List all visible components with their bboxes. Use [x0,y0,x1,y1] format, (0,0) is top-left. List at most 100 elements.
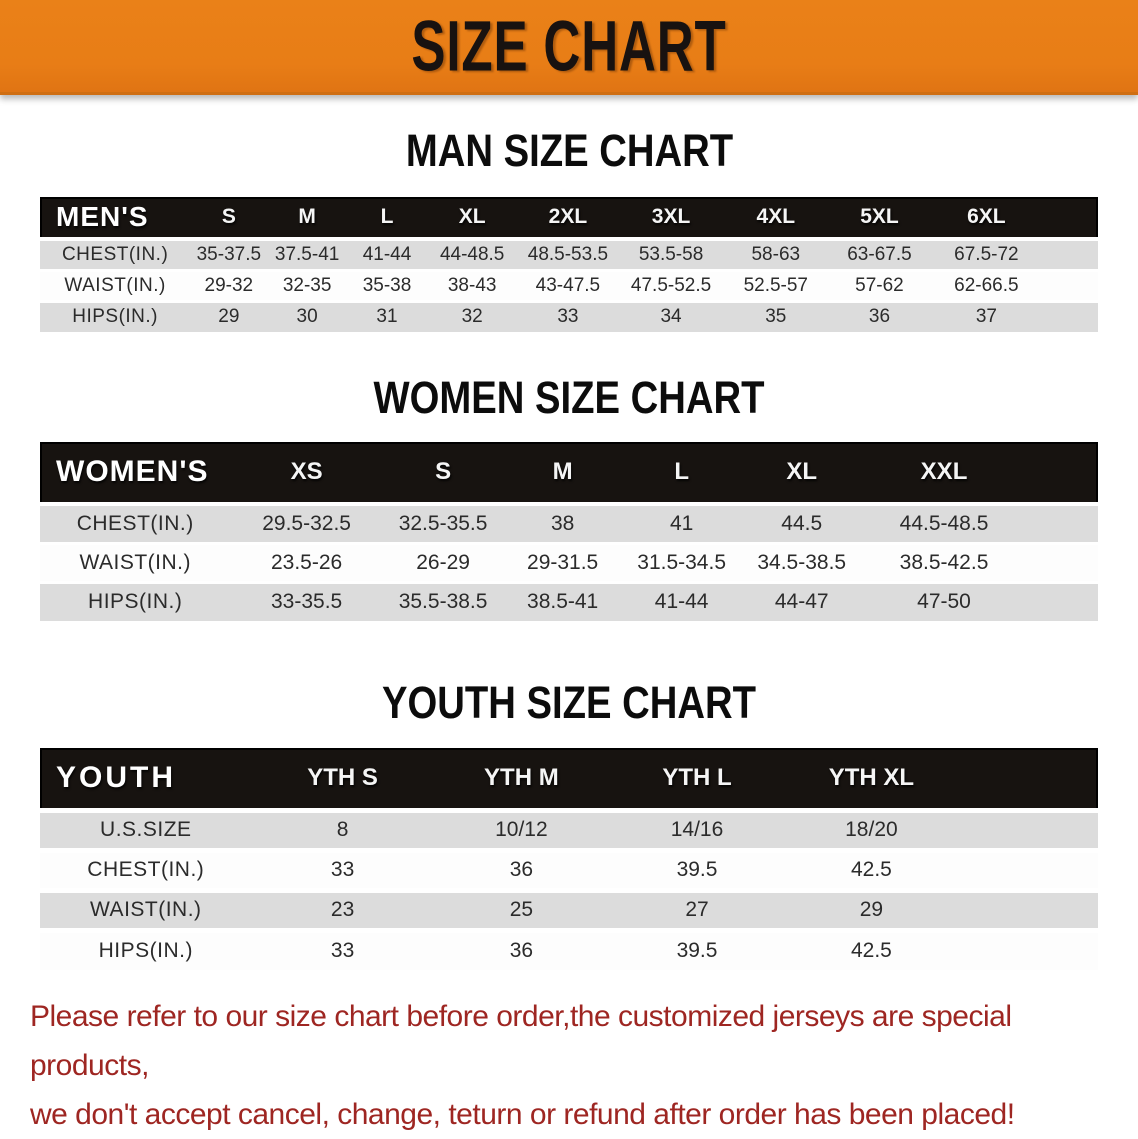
size-value: 34 [660,306,682,328]
size-value: 36 [509,858,534,881]
row-label: HIPS(IN.) [98,939,193,963]
size-value: 44-47 [774,590,829,614]
men-size-header-l: L [380,205,394,228]
size-value: 29 [859,898,884,921]
size-value: 18/20 [845,818,898,841]
youth-table-header-row: YOUTH YTH S YTH M YTH L YTH XL [40,748,1098,810]
size-value: 38.5-41 [527,590,599,614]
men-size-header-m: M [298,205,316,228]
women-size-table: WOMEN'S XS S M L XL XXL CHEST(IN.) 29.5-… [40,442,1098,621]
size-value: 30 [296,306,318,328]
size-value: 35 [765,306,787,328]
row-label: WAIST(IN.) [79,550,191,574]
size-value: 44-48.5 [439,243,505,265]
youth-waist-row: WAIST(IN.) 23 25 27 29 [40,890,1098,930]
size-value: 26-29 [416,550,470,574]
women-size-header-l: L [674,458,689,485]
size-value: 44.5 [781,511,823,535]
youth-chest-row: CHEST(IN.) 33 36 39.5 42.5 [40,850,1098,890]
size-value: 38-43 [447,274,497,296]
men-chest-row: CHEST(IN.) 35-37.5 37.5-41 41-44 44-48.5… [40,239,1098,270]
youth-section-title-text: YOUTH SIZE CHART [381,677,756,728]
size-value: 31.5-34.5 [637,550,727,574]
size-value: 53.5-58 [638,243,704,265]
row-label: HIPS(IN.) [88,590,183,614]
women-hips-row: HIPS(IN.) 33-35.5 35.5-38.5 38.5-41 41-4… [40,582,1098,621]
disclaimer-note: Please refer to our size chart before or… [30,992,1118,1139]
size-value: 27 [685,898,709,921]
size-value: 41 [669,511,694,535]
size-value: 39.5 [676,939,718,963]
youth-section-title: YOUTH SIZE CHART [0,677,1138,729]
disclaimer-line-2: we don't accept cancel, change, teturn o… [30,1098,1015,1131]
youth-size-header-yth-xl: YTH XL [828,763,915,791]
men-size-table: MEN'S S M L XL 2XL 3XL 4XL 5XL 6XL CHEST… [40,197,1098,332]
women-size-header-m: M [552,458,573,485]
size-value: 41-44 [654,590,709,614]
women-section-title: WOMEN SIZE CHART [0,372,1138,424]
size-value: 23 [330,898,355,921]
size-value: 58-63 [751,243,801,265]
size-value: 29-31.5 [527,550,599,574]
disclaimer-line-1: Please refer to our size chart before or… [30,1000,1012,1082]
size-value: 63-67.5 [847,243,912,265]
size-value: 42.5 [850,939,892,963]
youth-size-header-yth-m: YTH M [484,763,559,791]
women-size-header-xl: XL [786,458,818,485]
men-waist-row: WAIST(IN.) 29-32 32-35 35-38 38-43 43-47… [40,270,1098,301]
youth-us-size-row: U.S.SIZE 8 10/12 14/16 18/20 [40,810,1098,850]
row-label: HIPS(IN.) [72,306,158,328]
men-table-header-row: MEN'S S M L XL 2XL 3XL 4XL 5XL 6XL [40,197,1098,239]
women-section-title-text: WOMEN SIZE CHART [373,372,765,423]
size-value: 48.5-53.5 [527,243,609,265]
size-value: 32.5-35.5 [398,511,488,535]
size-value: 47-50 [917,590,971,614]
row-label: CHEST(IN.) [76,511,194,535]
size-value: 8 [336,818,349,841]
row-label: WAIST(IN.) [64,274,166,296]
size-value: 67.5-72 [954,243,1019,265]
size-value: 36 [509,939,534,963]
men-size-header-s: S [221,205,236,228]
size-value: 35.5-38.5 [398,590,488,614]
size-value: 33 [330,858,355,881]
row-label: CHEST(IN.) [61,243,169,265]
row-label: CHEST(IN.) [87,858,205,881]
women-table-corner-label: WOMEN'S [56,455,209,488]
men-size-header-5xl: 5XL [860,205,899,228]
youth-size-header-yth-l: YTH L [662,763,732,791]
women-table-header-row: WOMEN'S XS S M L XL XXL [40,442,1098,504]
men-section-title-text: MAN SIZE CHART [405,125,733,176]
men-size-header-3xl: 3XL [651,205,691,228]
size-value: 41-44 [362,243,412,265]
size-value: 37.5-41 [274,243,340,265]
size-chart-banner: SIZE CHART [0,0,1138,95]
men-size-header-4xl: 4XL [756,205,796,228]
size-value: 52.5-57 [743,274,809,296]
youth-size-header-yth-s: YTH S [307,763,378,791]
women-size-header-s: S [435,458,452,485]
row-label: U.S.SIZE [100,818,192,841]
women-chest-row: CHEST(IN.) 29.5-32.5 32.5-35.5 38 41 44.… [40,504,1098,543]
size-value: 32-35 [282,274,332,296]
youth-hips-row: HIPS(IN.) 33 36 39.5 42.5 [40,930,1098,970]
men-section-title: MAN SIZE CHART [0,125,1138,177]
women-size-header-xs: XS [290,458,323,485]
size-value: 39.5 [676,858,718,881]
women-waist-row: WAIST(IN.) 23.5-26 26-29 29-31.5 31.5-34… [40,543,1098,582]
size-value: 36 [868,306,891,328]
size-value: 43-47.5 [535,274,601,296]
men-size-header-xl: XL [458,205,486,228]
size-value: 44.5-48.5 [899,511,989,535]
banner-title: SIZE CHART [411,5,727,87]
size-value: 33 [330,939,355,963]
men-hips-row: HIPS(IN.) 29 30 31 32 33 34 35 36 37 [40,301,1098,332]
size-value: 23.5-26 [270,550,343,574]
size-value: 38 [550,511,575,535]
size-value: 57-62 [855,274,904,296]
size-value: 29 [218,306,240,328]
size-value: 31 [376,306,398,328]
size-value: 47.5-52.5 [630,274,712,296]
row-label: WAIST(IN.) [90,898,202,921]
size-value: 29-32 [204,274,254,296]
